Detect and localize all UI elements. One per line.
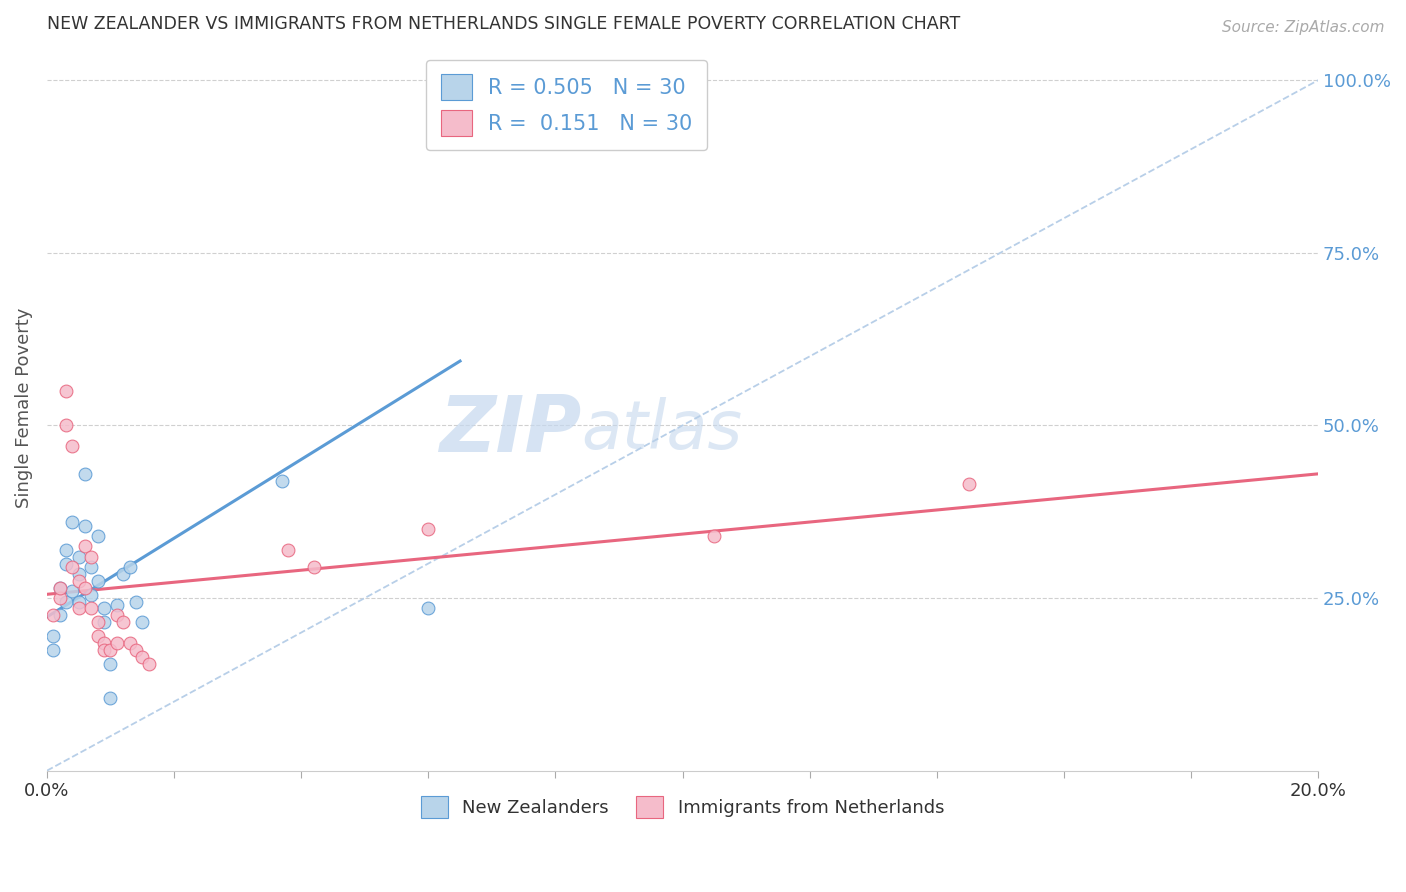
Point (55, 594, 77, 608)
Point (73, 518, 96, 533)
Point (418, 601, 440, 615)
Point (48, 608, 70, 623)
Point (125, 643, 148, 657)
Point (703, 529, 725, 543)
Point (87, 529, 110, 543)
Point (80, 601, 103, 615)
Point (131, 615, 153, 630)
Point (105, 608, 128, 623)
Point (277, 542, 299, 557)
Point (100, 657, 122, 671)
Point (42, 629, 65, 643)
Point (48, 581, 70, 595)
Point (100, 643, 122, 657)
Point (67, 549, 90, 564)
Point (271, 474, 294, 488)
Point (138, 657, 160, 671)
Point (67, 574, 90, 588)
Point (957, 477, 980, 491)
Point (87, 615, 110, 630)
Point (67, 594, 90, 608)
Point (100, 691, 122, 706)
Point (80, 560, 103, 574)
Point (73, 581, 96, 595)
Point (105, 598, 128, 612)
Text: atlas: atlas (581, 397, 742, 463)
Point (125, 594, 148, 608)
Point (93, 636, 115, 650)
Point (118, 560, 141, 574)
Point (118, 636, 141, 650)
Point (48, 591, 70, 605)
Text: Source: ZipAtlas.com: Source: ZipAtlas.com (1222, 20, 1385, 35)
Point (131, 649, 153, 664)
Point (67, 566, 90, 581)
Point (87, 629, 110, 643)
Point (93, 601, 115, 615)
Point (73, 467, 96, 481)
Point (87, 574, 110, 588)
Point (93, 615, 115, 630)
Point (60, 515, 83, 529)
Point (55, 542, 77, 557)
Point (73, 539, 96, 553)
Point (418, 522, 440, 536)
Y-axis label: Single Female Poverty: Single Female Poverty (15, 308, 32, 508)
Point (48, 581, 70, 595)
Point (112, 615, 135, 630)
Point (80, 588, 103, 602)
Point (60, 584, 83, 599)
Point (55, 418, 77, 433)
Point (93, 643, 115, 657)
Point (80, 549, 103, 564)
Point (576, 87, 599, 101)
Point (42, 643, 65, 657)
Text: ZIP: ZIP (439, 392, 581, 468)
Point (112, 566, 135, 581)
Legend: New Zealanders, Immigrants from Netherlands: New Zealanders, Immigrants from Netherla… (412, 787, 953, 827)
Point (302, 560, 325, 574)
Point (55, 384, 77, 398)
Point (105, 636, 128, 650)
Point (55, 557, 77, 571)
Text: NEW ZEALANDER VS IMMIGRANTS FROM NETHERLANDS SINGLE FEMALE POVERTY CORRELATION C: NEW ZEALANDER VS IMMIGRANTS FROM NETHERL… (46, 15, 960, 33)
Point (42, 608, 65, 623)
Point (60, 439, 83, 453)
Point (67, 601, 90, 615)
Point (60, 560, 83, 574)
